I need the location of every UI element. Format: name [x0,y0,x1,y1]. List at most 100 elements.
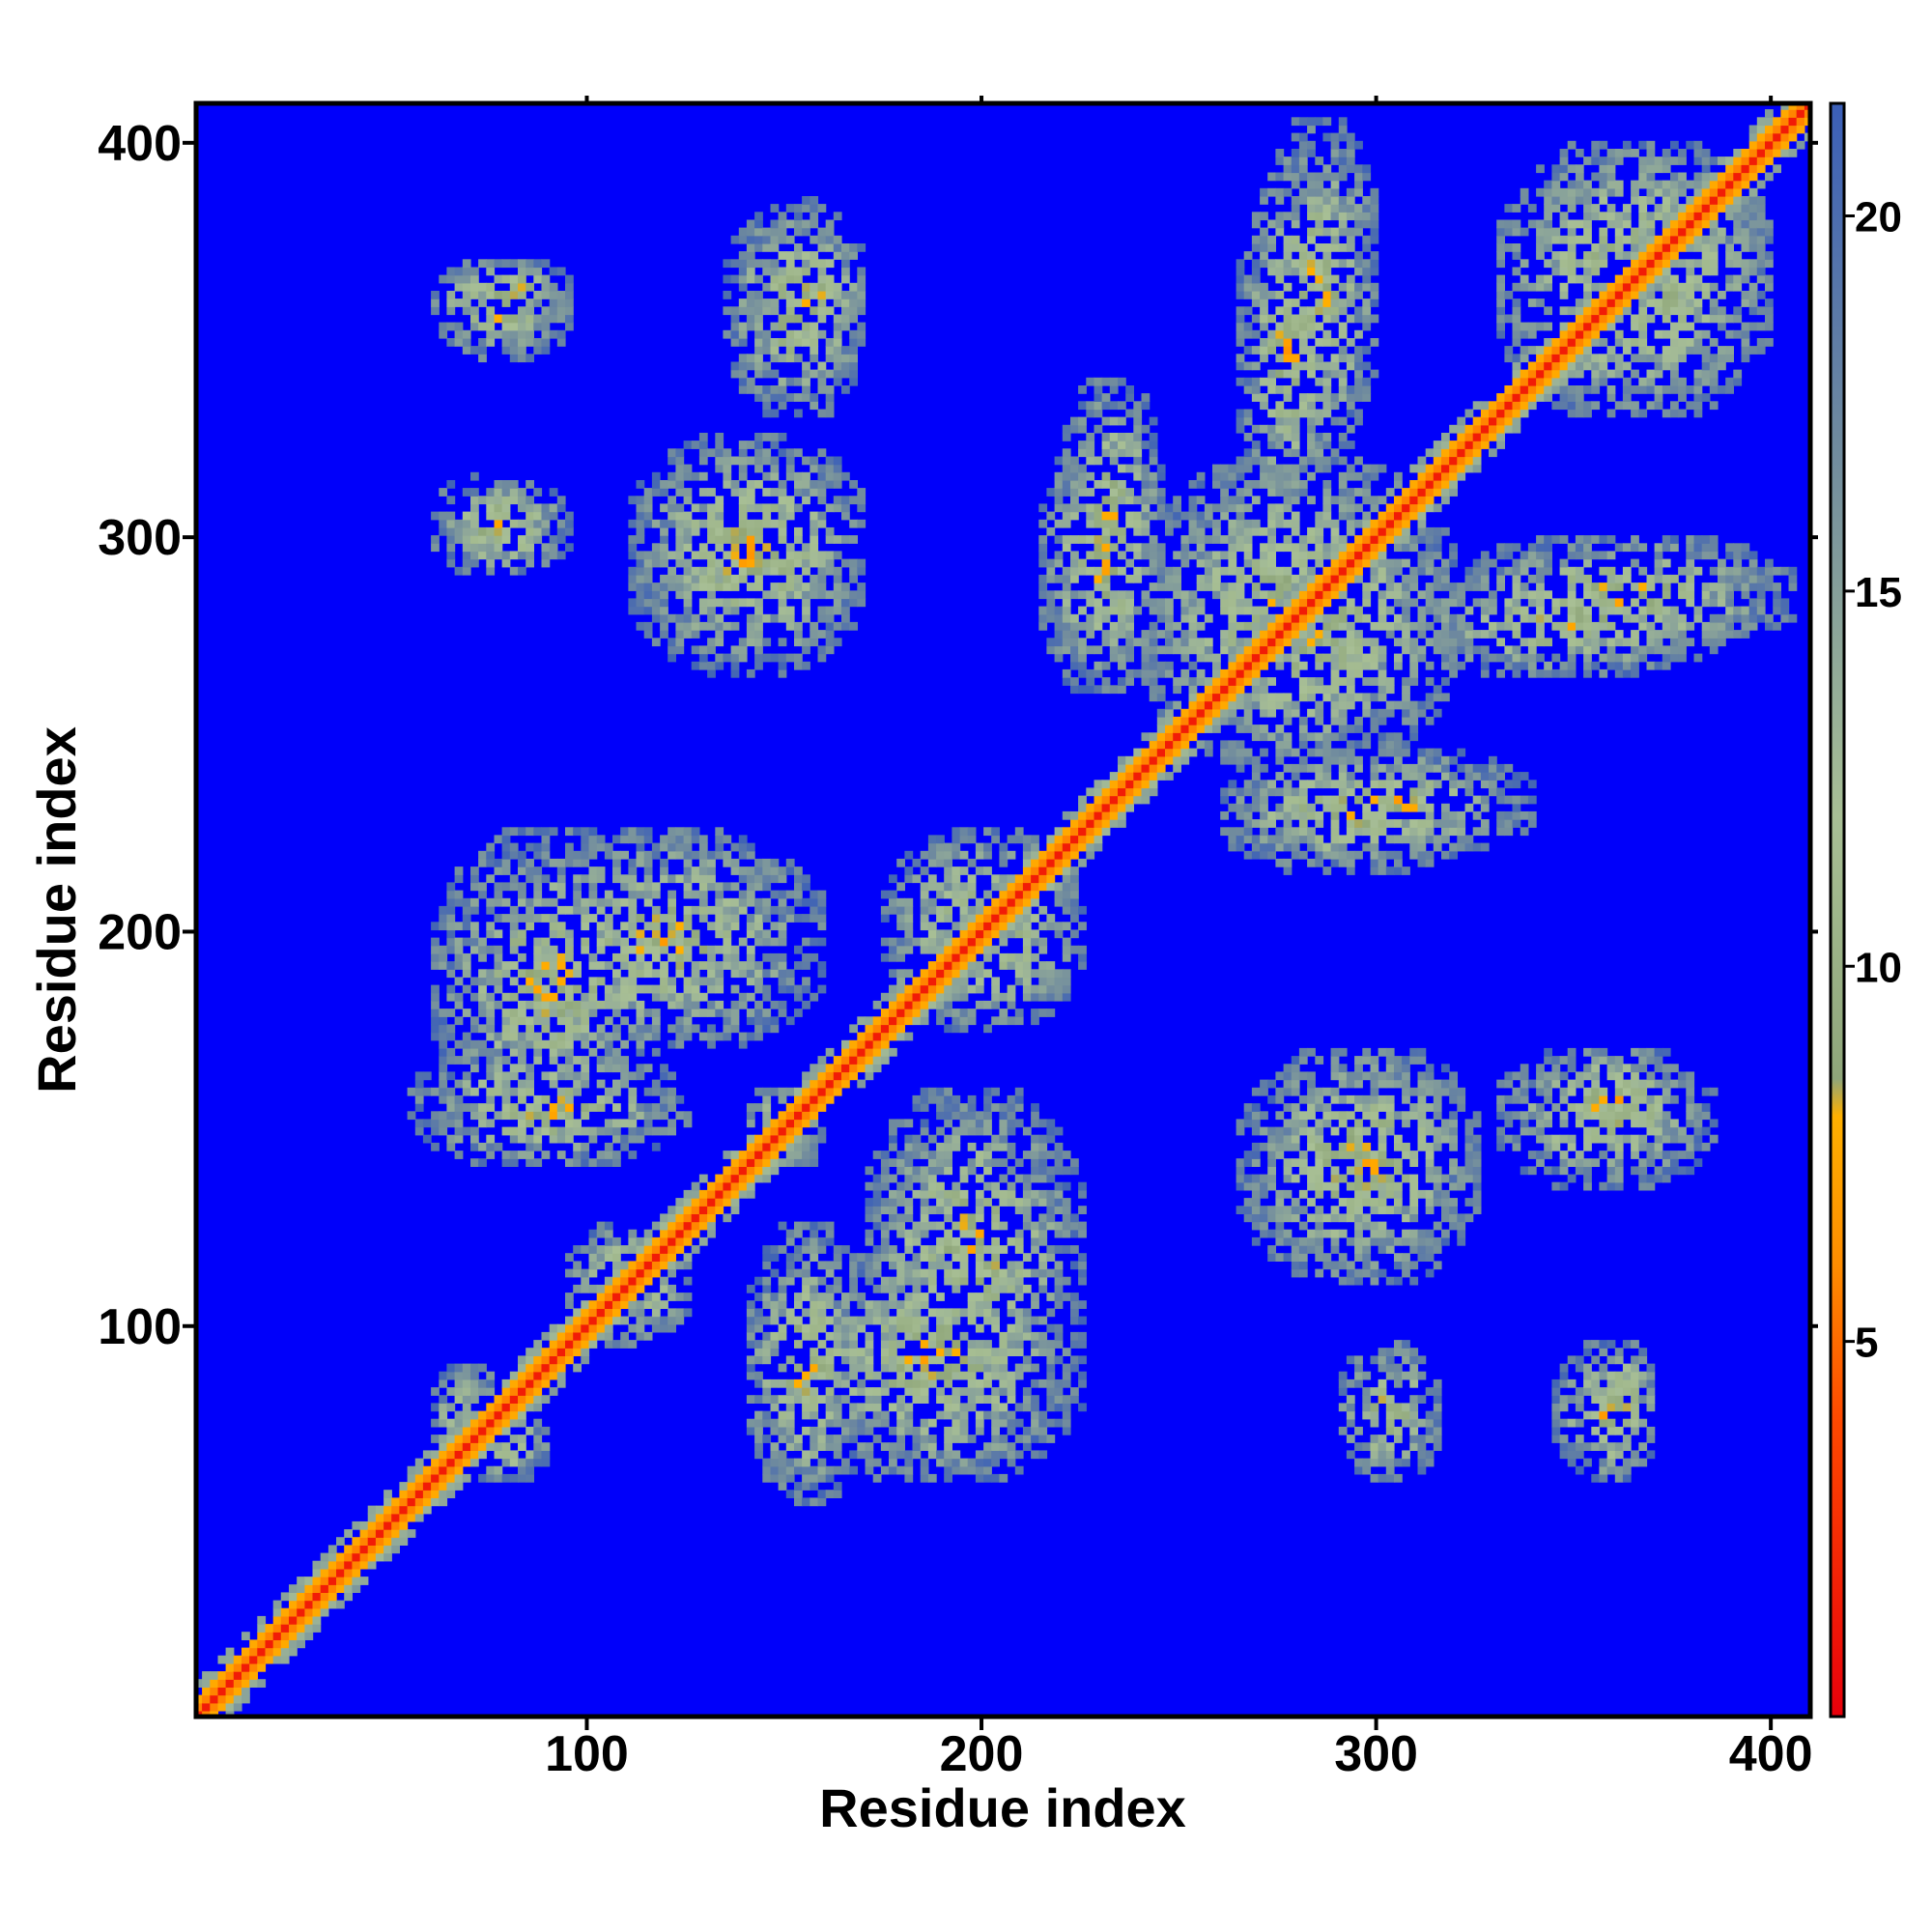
heatmap-cell [896,1229,905,1238]
heatmap-cell [565,282,574,292]
heatmap-cell [802,1245,810,1254]
heatmap-cell [556,1323,566,1333]
heatmap-cell [778,503,787,513]
heatmap-cell [730,1000,740,1009]
heatmap-cell [581,842,590,852]
heatmap-cell [431,952,440,962]
heatmap-cell [999,1142,1009,1151]
heatmap-cell [754,212,763,221]
heatmap-cell [581,1056,590,1065]
heatmap-cell [581,1142,590,1151]
heatmap-cell [518,322,526,331]
heatmap-cell [825,1094,835,1104]
heatmap-cell [952,1009,961,1017]
heatmap-cell [1094,810,1103,820]
heatmap-cell [1165,638,1174,647]
heatmap-cell [920,1387,929,1396]
heatmap-cell [636,582,645,591]
heatmap-cell [1078,480,1087,489]
heatmap-cell [754,1087,763,1096]
heatmap-cell [920,977,929,986]
heatmap-cell [983,937,992,947]
heatmap-cell [518,306,526,316]
heatmap-cell [746,668,755,678]
heatmap-cell [904,945,914,954]
heatmap-cell [723,1174,732,1183]
heatmap-cell [817,1435,827,1443]
heatmap-cell [715,897,724,907]
heatmap-cell [581,1323,590,1333]
heatmap-cell [904,1403,914,1412]
heatmap-cell [431,1009,440,1017]
heatmap-cell [549,914,558,923]
heatmap-cell [1007,1300,1016,1309]
heatmap-cell [833,1064,842,1073]
heatmap-cell [1141,763,1151,773]
heatmap-cell [794,551,803,560]
heatmap-cell [462,306,471,316]
heatmap-cell [486,850,496,860]
heatmap-cell [272,1615,282,1625]
heatmap-cell [802,613,810,623]
heatmap-cell [849,1253,858,1262]
heatmap-cell [1101,574,1111,583]
heatmap-cell [486,329,496,339]
heatmap-cell [896,1308,905,1318]
heatmap-cell [620,1119,629,1128]
heatmap-cell [620,835,629,844]
heatmap-cell [833,456,842,466]
heatmap-cell [1125,511,1134,521]
heatmap-cell [770,1119,780,1128]
heatmap-cell [746,1016,755,1026]
heatmap-cell [1149,448,1158,458]
heatmap-cell [549,1039,558,1049]
heatmap-cell [636,1134,645,1144]
heatmap-cell [1038,1450,1048,1460]
heatmap-cell [730,1174,740,1183]
heatmap-cell [927,1245,937,1254]
heatmap-cell [889,1323,897,1333]
heatmap-cell [1014,1009,1024,1017]
heatmap-cell [944,1229,952,1238]
heatmap-cell [509,937,519,947]
heatmap-cell [1007,1142,1016,1151]
heatmap-cell [573,1071,582,1081]
heatmap-cell [422,1473,432,1483]
heatmap-cell [762,1331,772,1341]
heatmap-cell [526,1134,534,1144]
heatmap-cell [454,1442,464,1451]
heatmap-cell [1031,858,1039,867]
heatmap-cell [1038,984,1048,994]
heatmap-cell [573,1079,582,1089]
heatmap-cell [1101,440,1111,449]
heatmap-cell [660,874,668,884]
heatmap-cell [896,1000,905,1009]
heatmap-cell [817,274,827,284]
heatmap-cell [1078,810,1087,820]
heatmap-cell [841,1293,850,1301]
heatmap-cell [762,243,772,252]
heatmap-cell [486,1465,496,1475]
heatmap-cell [778,1126,787,1136]
heatmap-cell [975,977,984,986]
heatmap-cell [794,1340,803,1349]
heatmap-cell [257,1624,267,1633]
heatmap-cell [857,243,867,252]
heatmap-cell [494,897,503,907]
heatmap-cell [896,1426,905,1435]
heatmap-cell [470,543,479,553]
heatmap-cell [952,867,961,875]
heatmap-cell [675,638,685,647]
heatmap-cell [723,929,732,939]
heatmap-cell [952,937,961,947]
heatmap-cell [802,1284,810,1293]
heatmap-cell [952,977,961,986]
heatmap-cell [573,874,582,884]
heatmap-cell [462,551,471,560]
heatmap-cell [770,409,780,418]
heatmap-cell [210,1710,219,1717]
heatmap-cell [446,1426,456,1435]
heatmap-cell [1094,424,1103,434]
heatmap-cell [1165,598,1174,608]
heatmap-cell [778,1323,787,1333]
